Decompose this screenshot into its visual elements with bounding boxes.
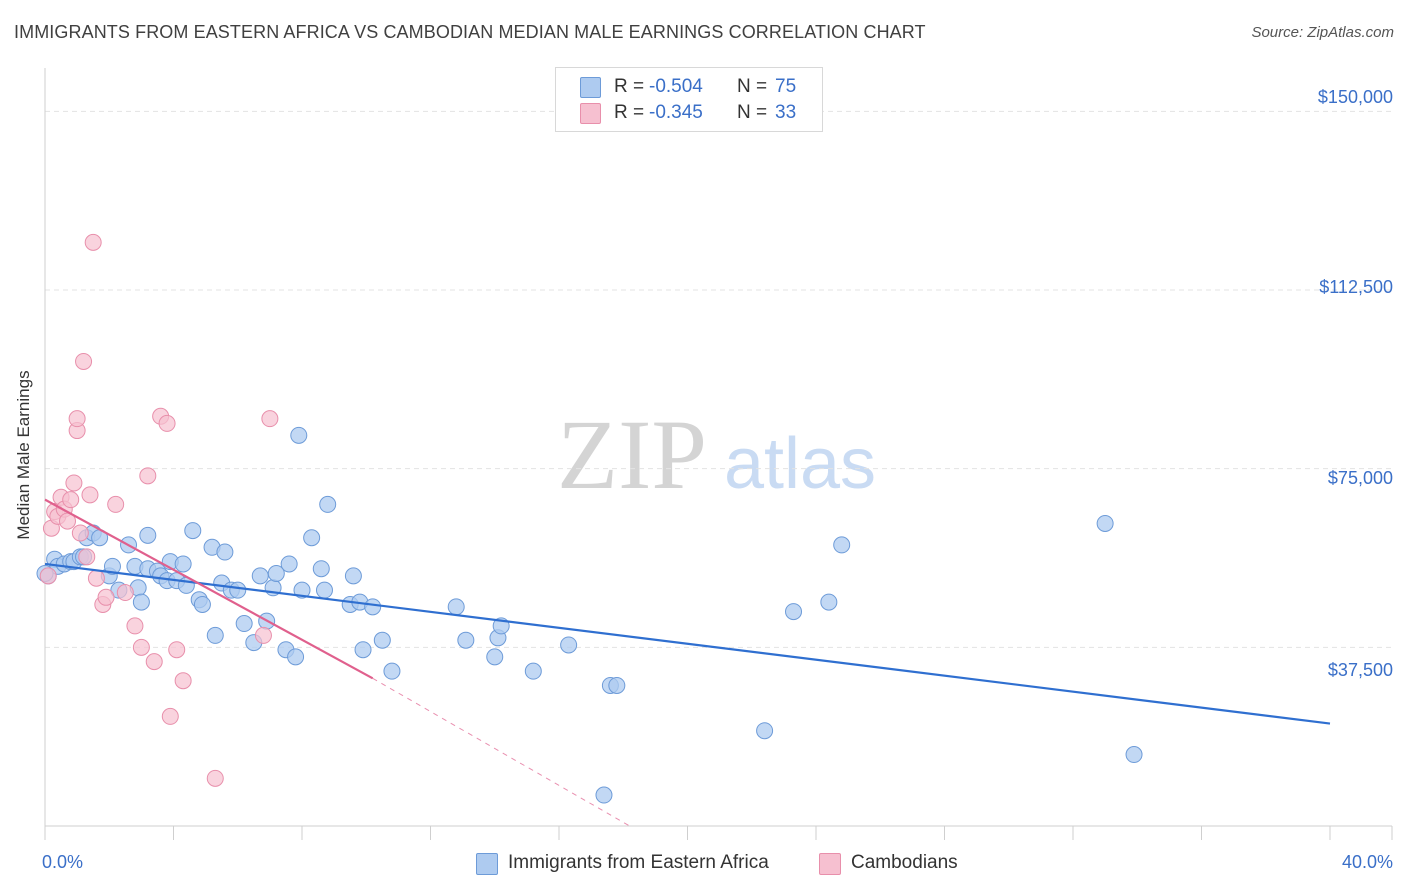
data-point-cambodians	[81, 486, 99, 504]
data-point-eastern-africa	[293, 581, 311, 599]
data-point-eastern-africa	[251, 567, 269, 585]
data-point-eastern-africa	[229, 581, 247, 599]
data-point-eastern-africa	[174, 555, 192, 573]
y-tick-label: $37,500	[1327, 660, 1393, 680]
data-point-eastern-africa	[1125, 746, 1143, 764]
data-point-eastern-africa	[364, 598, 382, 616]
data-point-cambodians	[97, 588, 115, 606]
trend-lines	[44, 498, 1331, 827]
data-point-eastern-africa	[595, 786, 613, 804]
y-axis-label: Median Male Earnings	[14, 370, 33, 540]
data-point-eastern-africa	[312, 560, 330, 578]
data-point-cambodians	[206, 769, 224, 787]
data-point-cambodians	[254, 626, 272, 644]
data-point-eastern-africa	[139, 526, 157, 544]
legend-swatch-pink	[819, 853, 841, 875]
data-point-eastern-africa	[319, 495, 337, 513]
legend-swatch-blue	[580, 77, 601, 98]
data-point-eastern-africa	[184, 522, 202, 540]
data-point-eastern-africa	[193, 595, 211, 613]
y-tick-label: $112,500	[1319, 277, 1393, 297]
r-value: -0.345	[649, 102, 703, 123]
legend-label: Immigrants from Eastern Africa	[508, 852, 769, 873]
data-point-cambodians	[158, 414, 176, 432]
r-value: -0.504	[649, 76, 703, 97]
data-point-eastern-africa	[344, 567, 362, 585]
n-value: 75	[775, 76, 797, 97]
data-point-cambodians	[161, 707, 179, 725]
data-point-cambodians	[168, 641, 186, 659]
data-point-eastern-africa	[486, 648, 504, 666]
n-label: N =	[737, 102, 768, 123]
legend-swatch-pink	[580, 103, 601, 124]
data-point-cambodians	[78, 548, 96, 566]
chart-title: IMMIGRANTS FROM EASTERN AFRICA VS CAMBOD…	[14, 22, 926, 42]
data-point-eastern-africa	[206, 626, 224, 644]
y-tick-label: $150,000	[1317, 87, 1393, 107]
n-label: N =	[737, 76, 768, 97]
data-point-cambodians	[107, 495, 125, 513]
data-point-cambodians	[145, 653, 163, 671]
data-point-eastern-africa	[524, 662, 542, 680]
series-pink-points	[39, 233, 279, 787]
data-point-cambodians	[132, 638, 150, 656]
data-point-cambodians	[261, 410, 279, 428]
data-point-eastern-africa	[560, 636, 578, 654]
data-point-eastern-africa	[287, 648, 305, 666]
data-point-eastern-africa	[354, 641, 372, 659]
data-point-eastern-africa	[820, 593, 838, 611]
trend-line-eastern-africa	[44, 562, 1331, 725]
data-point-eastern-africa	[290, 426, 308, 444]
data-point-cambodians	[68, 410, 86, 428]
correlation-legend: R = -0.504 N = 75 R = -0.345 N = 33	[555, 67, 823, 132]
x-tick-label-max: 40.0%	[1341, 852, 1393, 872]
data-point-cambodians	[65, 474, 83, 492]
legend-swatch-blue	[476, 853, 498, 875]
data-point-eastern-africa	[833, 536, 851, 554]
data-point-eastern-africa	[280, 555, 298, 573]
data-point-eastern-africa	[383, 662, 401, 680]
data-point-eastern-africa	[303, 529, 321, 547]
watermark-atlas: atlas	[724, 424, 876, 504]
data-point-eastern-africa	[785, 603, 803, 621]
data-point-eastern-africa	[216, 543, 234, 561]
source-label: Source: ZipAtlas.com	[1251, 24, 1394, 41]
data-point-eastern-africa	[267, 564, 285, 582]
data-point-cambodians	[174, 672, 192, 690]
data-point-eastern-africa	[132, 593, 150, 611]
data-point-cambodians	[39, 567, 57, 585]
data-point-eastern-africa	[1096, 514, 1114, 532]
series-blue-points	[36, 426, 1143, 804]
data-point-eastern-africa	[608, 676, 626, 694]
data-point-eastern-africa	[235, 615, 253, 633]
data-point-cambodians	[87, 569, 105, 587]
n-value: 33	[775, 102, 797, 123]
data-point-eastern-africa	[373, 631, 391, 649]
r-label: R =	[614, 76, 645, 97]
r-label: R =	[614, 102, 645, 123]
legend-label: Cambodians	[851, 852, 958, 873]
gridlines	[45, 110, 1392, 648]
data-point-cambodians	[116, 584, 134, 602]
trend-line-cambodians	[44, 498, 374, 680]
data-point-eastern-africa	[315, 581, 333, 599]
data-point-cambodians	[126, 617, 144, 635]
data-point-cambodians	[62, 491, 80, 509]
watermark-zip: ZIP	[557, 399, 707, 510]
data-point-cambodians	[71, 524, 89, 542]
x-tick-label-min: 0.0%	[42, 852, 84, 872]
trend-line-cambodians-extension	[372, 677, 630, 827]
data-point-eastern-africa	[457, 631, 475, 649]
axes	[44, 68, 1393, 840]
data-point-cambodians	[75, 352, 93, 370]
data-point-eastern-africa	[756, 722, 774, 740]
y-tick-label: $75,000	[1327, 468, 1393, 488]
data-point-eastern-africa	[103, 557, 121, 575]
data-point-cambodians	[139, 467, 157, 485]
data-point-eastern-africa	[447, 598, 465, 616]
data-point-cambodians	[84, 233, 102, 251]
